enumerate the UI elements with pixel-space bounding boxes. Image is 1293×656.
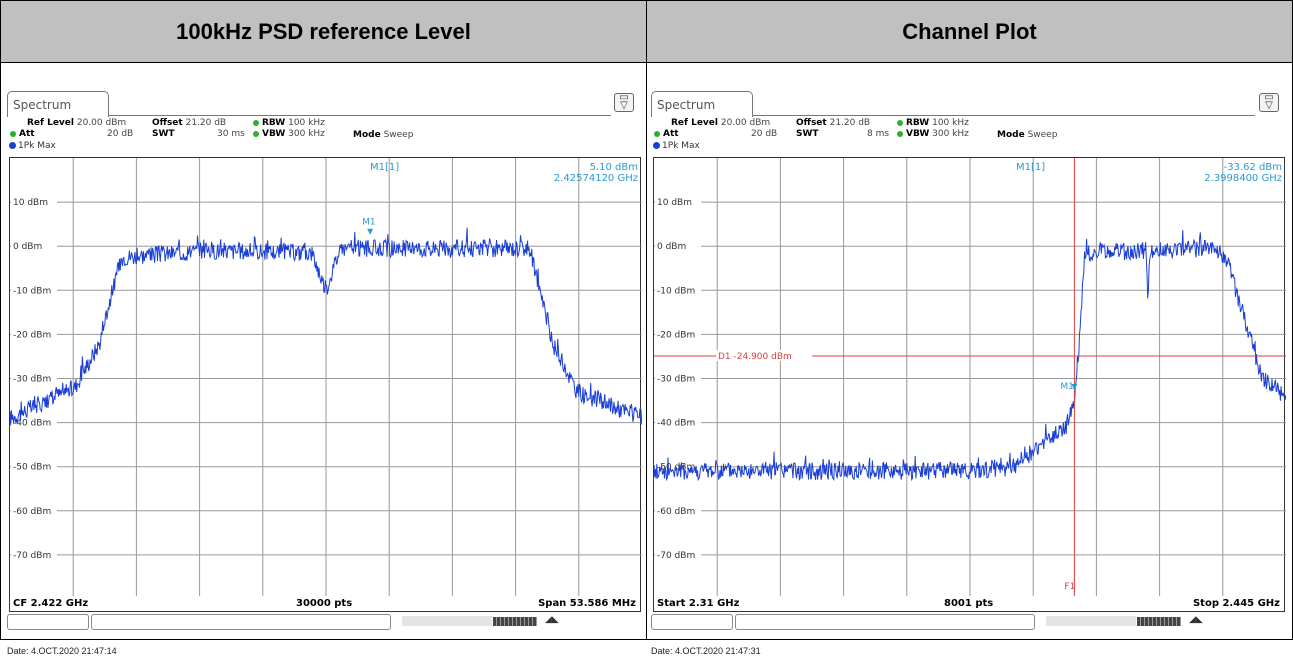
footer-left: CF 2.422 GHz: [13, 598, 89, 609]
y-tick-label: -30 dBm: [657, 375, 695, 385]
marker-triangle: [367, 228, 374, 235]
trace-indicator: 1Pk Max: [653, 141, 700, 151]
panel-cell-psd: Spectrum ▭ ▽ Ref Level 20.00 dBm Offset 2…: [0, 62, 647, 656]
spectrum-tab[interactable]: Spectrum: [651, 91, 753, 117]
footer-mid: 30000 pts: [296, 598, 353, 609]
y-tick-label: -10 dBm: [657, 286, 695, 296]
plot-footer-1: CF 2.422 GHz 30000 pts Span 53.586 MHz: [9, 596, 641, 612]
rbw: RBW 100 kHz: [894, 118, 969, 128]
marker-tag: M1: [362, 218, 376, 228]
footer-right: Span 53.586 MHz: [538, 598, 636, 609]
ref-level: Ref Level 20.00 dBm: [27, 118, 127, 128]
vbw: VBW 300 kHz: [894, 129, 969, 139]
progress-icon: [493, 617, 537, 626]
rbw: RBW 100 kHz: [250, 118, 325, 128]
plot-area-1[interactable]: 10 dBm 0 dBm -10 dBm -20 dBm -30 dBm -40 dBm -…: [9, 157, 642, 599]
att-value: 20 dB: [751, 129, 778, 139]
vbw: VBW 300 kHz: [250, 129, 325, 139]
expand-icon[interactable]: ▭ ▽: [614, 93, 634, 112]
spectrum-instrument-1: Spectrum ▭ ▽ Ref Level 20.00 dBm Offset 2…: [7, 91, 642, 656]
spectrum-instrument-2: Spectrum ▭ ▽ Ref Level 20.00 dBm Offset 2…: [651, 91, 1286, 656]
status-bar-1: ◢◣: [7, 613, 641, 631]
swt-value: 30 ms: [217, 129, 245, 139]
measuring-icon: ◢◣: [1189, 615, 1203, 625]
offset: Offset 21.20 dB: [796, 118, 871, 128]
y-tick-label: -60 dBm: [657, 507, 695, 517]
y-tick-label: 0 dBm: [13, 242, 42, 252]
y-tick-label: -40 dBm: [13, 419, 51, 429]
y-tick-label: -70 dBm: [13, 551, 51, 561]
plot-footer-2: Start 2.31 GHz 8001 pts Stop 2.445 GHz: [653, 596, 1285, 612]
y-tick-label: -60 dBm: [13, 507, 51, 517]
swt-value: 8 ms: [867, 129, 890, 139]
y-tick-label: -40 dBm: [657, 419, 695, 429]
mode: Mode Sweep: [997, 130, 1058, 140]
trace-indicator: 1Pk Max: [9, 141, 56, 151]
measuring-icon: ◢◣: [545, 615, 559, 625]
y-tick-label: 0 dBm: [657, 242, 686, 252]
trace-dot-icon: [653, 142, 660, 149]
status-bar-2: ◢◣: [651, 613, 1285, 631]
y-tick-label: -20 dBm: [13, 330, 51, 340]
marker-triangle: [1071, 384, 1078, 391]
swt: SWT: [152, 129, 175, 139]
trace-dot-icon: [9, 142, 16, 149]
date-stamp: Date: 4.OCT.2020 21:47:14: [7, 646, 117, 656]
marker-name: M1[1]: [370, 162, 399, 173]
expand-icon[interactable]: ▭ ▽: [1259, 93, 1279, 112]
plot-area-2[interactable]: 10 dBm 0 dBm -10 dBm -20 dBm -30 dBm -40 dBm -…: [653, 157, 1286, 599]
y-tick-label: -20 dBm: [657, 330, 695, 340]
mode: Mode Sweep: [353, 130, 414, 140]
progress-icon: [1137, 617, 1181, 626]
footer-mid: 8001 pts: [944, 598, 994, 609]
panel-cell-channel: Spectrum ▭ ▽ Ref Level 20.00 dBm Offset 2…: [646, 62, 1293, 656]
footer-left: Start 2.31 GHz: [657, 598, 740, 609]
header-channel-plot: Channel Plot: [646, 0, 1293, 63]
header-psd: 100kHz PSD reference Level: [0, 0, 647, 63]
date-stamp: Date: 4.OCT.2020 21:47:31: [651, 646, 761, 656]
marker-level: -33.62 dBm: [1224, 162, 1282, 173]
att: Att: [10, 129, 35, 139]
marker-tag: M1: [1060, 382, 1074, 392]
offset: Offset 21.20 dB: [152, 118, 227, 128]
spectrum-tab[interactable]: Spectrum: [7, 91, 109, 117]
y-tick-label: 10 dBm: [657, 198, 692, 208]
y-tick-label: -50 dBm: [13, 463, 51, 473]
freq-line-label: F1: [1064, 582, 1075, 592]
display-line-label: D1 -24.900 dBm: [718, 352, 792, 362]
att: Att: [654, 129, 679, 139]
y-tick-label: -30 dBm: [13, 375, 51, 385]
trace-line: [10, 227, 642, 426]
marker-freq: 2.42574120 GHz: [554, 173, 638, 184]
y-tick-label: -10 dBm: [13, 286, 51, 296]
marker-level: 5.10 dBm: [590, 162, 638, 173]
trace-line: [654, 230, 1286, 482]
y-tick-label: -70 dBm: [657, 551, 695, 561]
footer-right: Stop 2.445 GHz: [1192, 598, 1280, 609]
swt: SWT: [796, 129, 819, 139]
marker-freq: 2.3998400 GHz: [1204, 173, 1282, 184]
y-tick-label: 10 dBm: [13, 198, 48, 208]
att-value: 20 dB: [107, 129, 134, 139]
marker-name: M1[1]: [1016, 162, 1045, 173]
ref-level: Ref Level 20.00 dBm: [671, 118, 771, 128]
